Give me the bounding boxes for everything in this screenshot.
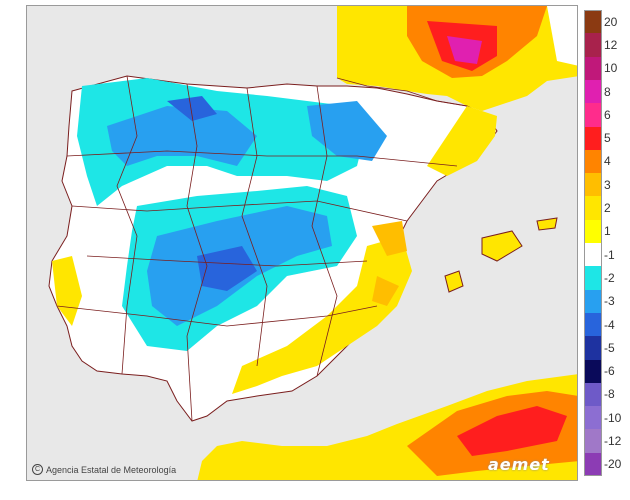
legend-label: 4	[604, 154, 611, 169]
legend-swatch	[584, 149, 602, 174]
legend-swatch	[584, 219, 602, 244]
legend-label: -4	[604, 317, 615, 332]
legend-swatch	[584, 79, 602, 104]
balearic-menorca	[536, 217, 558, 231]
legend-label: 12	[604, 37, 618, 52]
legend-swatch	[584, 382, 602, 407]
legend-label: 6	[604, 107, 611, 122]
legend-label: -1	[604, 247, 615, 262]
legend-swatch	[584, 359, 602, 384]
cold-north-east	[307, 101, 387, 161]
coldest-north	[167, 96, 217, 121]
copyright-icon: C	[32, 464, 43, 475]
legend-swatch	[584, 173, 602, 197]
legend-label: -8	[604, 387, 615, 402]
legend-swatch	[584, 336, 602, 360]
credit: C Agencia Estatal de Meteorología	[32, 464, 176, 475]
legend-swatch	[584, 266, 602, 291]
legend-label: 5	[604, 131, 611, 146]
legend-swatch	[584, 312, 602, 337]
legend-swatch	[584, 429, 602, 454]
hot-peak-france	[447, 36, 482, 64]
warm-southeast-core	[372, 276, 399, 306]
legend-swatch	[584, 406, 602, 430]
legend-label: -20	[604, 457, 622, 472]
administrative-borders	[56, 75, 468, 422]
legend-outline	[584, 10, 602, 476]
legend-swatch	[584, 243, 602, 267]
coldest-center	[197, 246, 257, 291]
legend-label: -6	[604, 364, 615, 379]
legend-swatch	[584, 56, 602, 81]
balearic-mallorca	[481, 230, 523, 262]
legend-label: -2	[604, 270, 615, 285]
cool-france-east	[547, 6, 577, 66]
legend-swatch	[584, 126, 602, 151]
warm-east	[427, 106, 497, 176]
legend-label: 1	[604, 224, 611, 239]
legend-swatch	[584, 289, 602, 314]
legend-label: -3	[604, 294, 615, 309]
legend-swatch	[584, 196, 602, 221]
temperature-anomaly-map	[27, 6, 577, 480]
legend-label: 8	[604, 84, 611, 99]
warm-west-coast	[52, 256, 82, 326]
warm-valencia	[372, 221, 407, 256]
legend-swatch	[584, 10, 602, 34]
legend-swatch	[584, 452, 602, 477]
credit-text: Agencia Estatal de Meteorología	[46, 464, 177, 475]
brand-logo: aemet	[488, 455, 550, 474]
hot-core-north-africa	[457, 406, 567, 456]
warm-southeast	[232, 236, 412, 394]
map-frame	[26, 5, 578, 481]
legend: 20 12 10 8 6 5 4 3 2 1 -1 -2 -3 -4 -5 -6 -8 -10 -12 -20	[584, 10, 630, 477]
colder-north	[107, 106, 257, 166]
legend-label: 10	[604, 61, 618, 76]
legend-swatch	[584, 103, 602, 127]
legend-label: -12	[604, 434, 622, 449]
legend-label: 20	[604, 14, 618, 29]
legend-label: -10	[604, 410, 622, 425]
legend-swatch	[584, 33, 602, 58]
legend-label: -5	[604, 340, 615, 355]
legend-label: 2	[604, 201, 611, 216]
legend-label: 3	[604, 177, 611, 192]
balearic-ibiza	[444, 270, 464, 293]
